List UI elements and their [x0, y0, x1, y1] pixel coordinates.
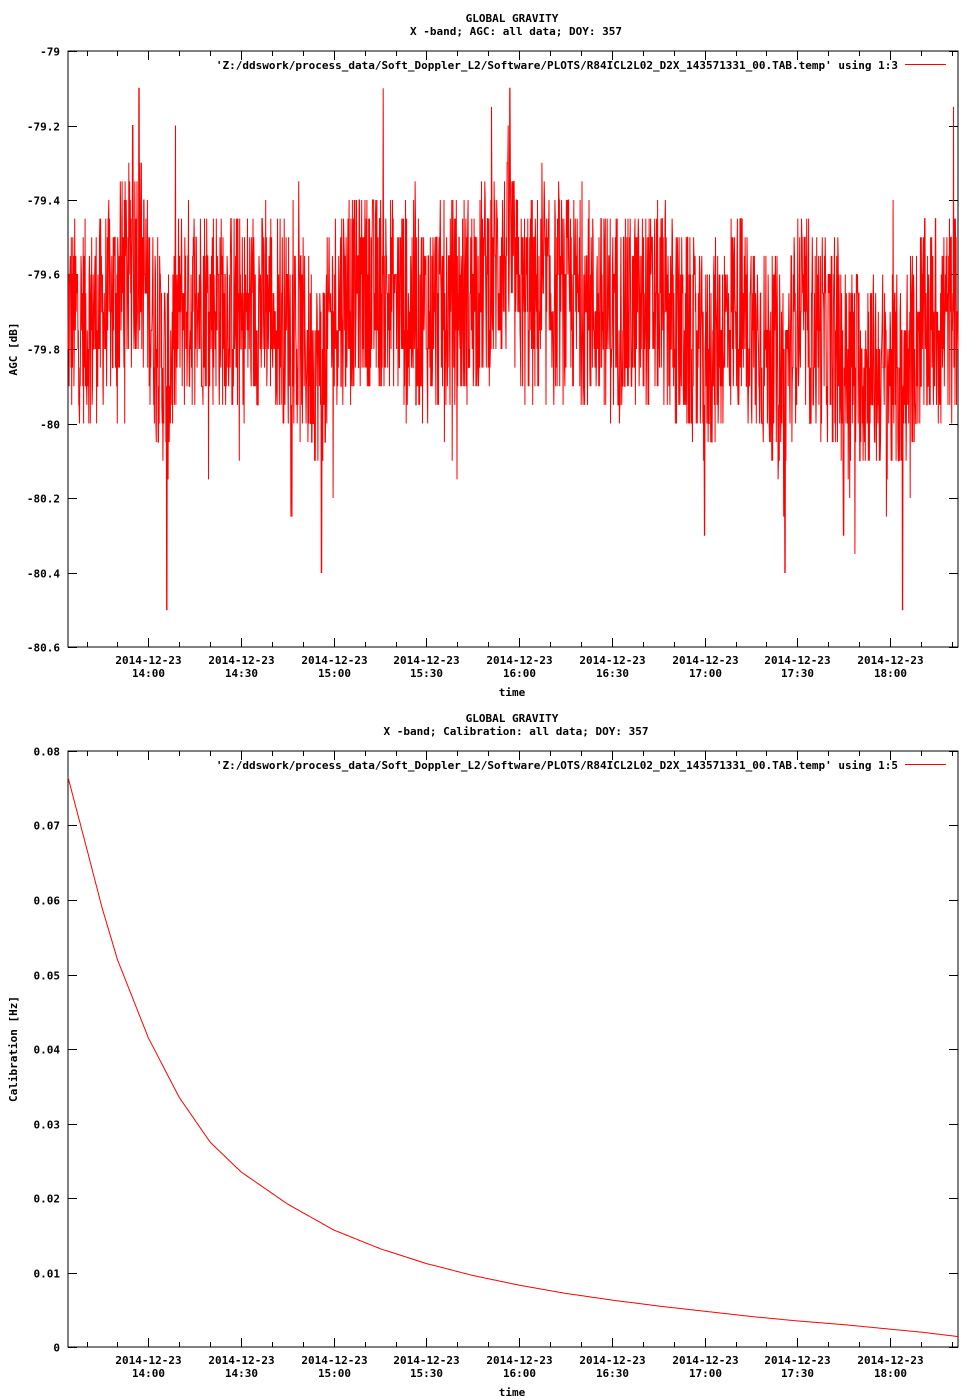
y-tick-label: -80.4: [27, 568, 60, 581]
x-tick-time: 16:00: [503, 1367, 536, 1380]
x-tick-time: 14:00: [132, 1367, 165, 1380]
plot-frame: [67, 750, 959, 1348]
y-tick-label: -79.2: [27, 121, 60, 134]
y-tick-label: -79.6: [27, 269, 60, 282]
y-tick-label: 0.04: [34, 1044, 61, 1057]
x-tick-time: 14:30: [225, 1367, 258, 1380]
y-tick-label: 0.02: [34, 1193, 61, 1206]
agc-series-line: [67, 87, 959, 611]
y-tick-label: -79.4: [27, 195, 60, 208]
y-tick-label: 0.07: [34, 820, 61, 833]
x-tick-date: 2014-12-23: [672, 654, 738, 667]
x-tick-time: 16:30: [596, 1367, 629, 1380]
legend-label: 'Z:/ddswork/process_data/Soft_Doppler_L2…: [216, 759, 898, 772]
x-tick-time: 16:00: [503, 667, 536, 680]
x-tick-time: 15:30: [410, 1367, 443, 1380]
chart-title: GLOBAL GRAVITY: [466, 12, 559, 25]
calibration-series-line: [67, 776, 959, 1338]
x-tick-date: 2014-12-23: [115, 1354, 181, 1367]
x-tick-date: 2014-12-23: [393, 1354, 459, 1367]
y-tick-label: 0: [53, 1342, 60, 1355]
x-axis-label: time: [499, 686, 526, 699]
x-tick-date: 2014-12-23: [486, 654, 552, 667]
x-tick-date: 2014-12-23: [764, 654, 830, 667]
y-tick-label: -80.2: [27, 493, 60, 506]
x-tick-time: 18:00: [874, 1367, 907, 1380]
legend-label: 'Z:/ddswork/process_data/Soft_Doppler_L2…: [216, 59, 898, 72]
x-tick-date: 2014-12-23: [301, 1354, 367, 1367]
x-tick-date: 2014-12-23: [857, 654, 923, 667]
x-tick-date: 2014-12-23: [857, 1354, 923, 1367]
y-tick-label: -79: [40, 46, 60, 59]
x-tick-time: 17:00: [689, 1367, 722, 1380]
x-tick-time: 16:30: [596, 667, 629, 680]
x-tick-date: 2014-12-23: [115, 654, 181, 667]
x-tick-date: 2014-12-23: [208, 1354, 274, 1367]
chart-subtitle: X -band; AGC: all data; DOY: 357: [410, 25, 622, 38]
x-tick-time: 15:30: [410, 667, 443, 680]
x-tick-date: 2014-12-23: [579, 1354, 645, 1367]
y-axis-label: AGC [dB]: [7, 323, 20, 376]
y-tick-label: 0.05: [34, 970, 61, 983]
x-tick-date: 2014-12-23: [672, 1354, 738, 1367]
x-tick-date: 2014-12-23: [393, 654, 459, 667]
chart-subtitle: X -band; Calibration: all data; DOY: 357: [384, 725, 649, 738]
y-axis-label: Calibration [Hz]: [7, 996, 20, 1102]
x-tick-date: 2014-12-23: [208, 654, 274, 667]
y-tick-label: 0.03: [34, 1119, 61, 1132]
x-tick-date: 2014-12-23: [301, 654, 367, 667]
x-tick-time: 15:00: [318, 667, 351, 680]
chart-title: GLOBAL GRAVITY: [466, 712, 559, 725]
x-axis-label: time: [499, 1386, 526, 1399]
x-tick-time: 17:30: [781, 667, 814, 680]
y-tick-label: -79.8: [27, 344, 60, 357]
y-tick-label: -80.6: [27, 642, 60, 655]
x-tick-time: 14:00: [132, 667, 165, 680]
y-tick-label: 0.08: [34, 746, 61, 759]
x-tick-date: 2014-12-23: [486, 1354, 552, 1367]
x-tick-time: 17:30: [781, 1367, 814, 1380]
x-tick-time: 15:00: [318, 1367, 351, 1380]
y-tick-label: 0.01: [34, 1268, 61, 1281]
x-tick-time: 17:00: [689, 667, 722, 680]
y-tick-label: 0.06: [34, 895, 61, 908]
x-tick-date: 2014-12-23: [764, 1354, 830, 1367]
x-tick-time: 14:30: [225, 667, 258, 680]
x-tick-date: 2014-12-23: [579, 654, 645, 667]
y-tick-label: -80: [40, 419, 60, 432]
x-tick-time: 18:00: [874, 667, 907, 680]
